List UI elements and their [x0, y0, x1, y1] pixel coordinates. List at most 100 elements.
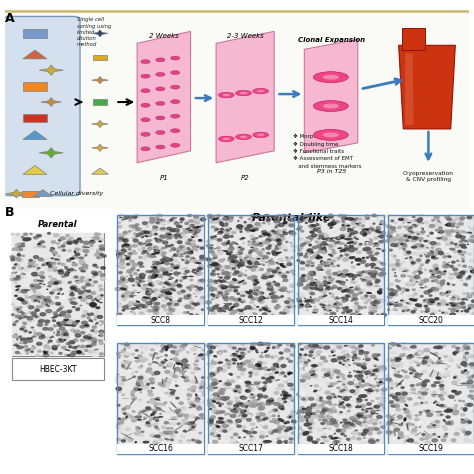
Circle shape: [310, 374, 312, 376]
Circle shape: [223, 418, 227, 420]
Circle shape: [65, 275, 68, 276]
Ellipse shape: [456, 232, 459, 234]
Circle shape: [338, 303, 342, 305]
Circle shape: [18, 246, 21, 248]
Circle shape: [470, 228, 474, 231]
Circle shape: [75, 243, 78, 245]
Circle shape: [15, 264, 19, 266]
Circle shape: [228, 401, 233, 403]
Ellipse shape: [146, 243, 150, 246]
Ellipse shape: [188, 399, 190, 400]
Circle shape: [25, 297, 29, 299]
Circle shape: [318, 264, 322, 267]
Circle shape: [337, 276, 339, 277]
Circle shape: [265, 442, 267, 443]
Circle shape: [217, 367, 222, 370]
Circle shape: [416, 221, 420, 223]
Circle shape: [356, 305, 360, 307]
Circle shape: [339, 276, 344, 279]
Ellipse shape: [433, 381, 441, 384]
Circle shape: [163, 383, 168, 385]
Circle shape: [238, 348, 241, 350]
Circle shape: [331, 393, 333, 395]
Circle shape: [465, 285, 468, 286]
Circle shape: [413, 277, 418, 280]
Circle shape: [232, 298, 235, 300]
Circle shape: [400, 224, 404, 227]
Circle shape: [328, 224, 330, 225]
Circle shape: [165, 433, 169, 435]
Circle shape: [178, 409, 180, 410]
Circle shape: [237, 293, 239, 294]
Ellipse shape: [290, 242, 292, 243]
Circle shape: [199, 264, 202, 266]
Circle shape: [44, 349, 49, 352]
Circle shape: [428, 299, 434, 302]
Circle shape: [149, 231, 152, 233]
Circle shape: [354, 371, 356, 372]
Circle shape: [149, 371, 153, 373]
Circle shape: [263, 426, 267, 428]
Circle shape: [273, 302, 277, 304]
Circle shape: [472, 433, 474, 434]
Circle shape: [241, 353, 246, 355]
Circle shape: [288, 395, 291, 396]
Circle shape: [74, 241, 78, 243]
Circle shape: [438, 379, 441, 381]
Circle shape: [138, 308, 141, 310]
Circle shape: [461, 236, 464, 237]
Circle shape: [361, 385, 365, 387]
Circle shape: [424, 299, 429, 302]
Circle shape: [309, 355, 312, 356]
Circle shape: [266, 400, 271, 402]
Circle shape: [314, 376, 317, 377]
Circle shape: [167, 261, 169, 262]
Circle shape: [399, 268, 405, 271]
Circle shape: [463, 431, 466, 433]
Circle shape: [233, 354, 237, 356]
Circle shape: [174, 234, 180, 237]
Circle shape: [225, 233, 229, 235]
Circle shape: [420, 220, 425, 224]
Bar: [388, 215, 474, 315]
Bar: [12, 357, 104, 380]
Circle shape: [329, 216, 332, 218]
Ellipse shape: [252, 431, 257, 434]
Circle shape: [170, 229, 175, 232]
Circle shape: [310, 371, 315, 374]
Circle shape: [127, 221, 133, 224]
Circle shape: [412, 252, 417, 255]
Ellipse shape: [365, 373, 368, 375]
Circle shape: [48, 269, 52, 271]
Ellipse shape: [154, 308, 159, 311]
Circle shape: [251, 343, 256, 346]
Circle shape: [150, 216, 152, 217]
Ellipse shape: [226, 253, 232, 255]
Circle shape: [199, 239, 202, 241]
Circle shape: [185, 232, 187, 234]
Circle shape: [283, 309, 287, 311]
Circle shape: [360, 229, 363, 230]
Circle shape: [271, 431, 273, 433]
Circle shape: [352, 420, 355, 421]
Circle shape: [343, 258, 348, 261]
Circle shape: [247, 382, 250, 383]
Circle shape: [95, 297, 101, 300]
Circle shape: [52, 312, 55, 313]
Circle shape: [154, 409, 157, 411]
Ellipse shape: [218, 417, 224, 420]
Circle shape: [329, 377, 332, 378]
Ellipse shape: [221, 280, 227, 283]
Ellipse shape: [356, 398, 362, 402]
Circle shape: [445, 240, 451, 243]
Circle shape: [219, 309, 223, 311]
Circle shape: [149, 271, 152, 273]
Ellipse shape: [257, 264, 262, 265]
Circle shape: [193, 292, 197, 294]
Circle shape: [329, 403, 332, 405]
Circle shape: [69, 345, 71, 346]
Circle shape: [392, 290, 397, 293]
Circle shape: [194, 260, 198, 263]
Circle shape: [443, 273, 448, 276]
Circle shape: [99, 340, 102, 342]
